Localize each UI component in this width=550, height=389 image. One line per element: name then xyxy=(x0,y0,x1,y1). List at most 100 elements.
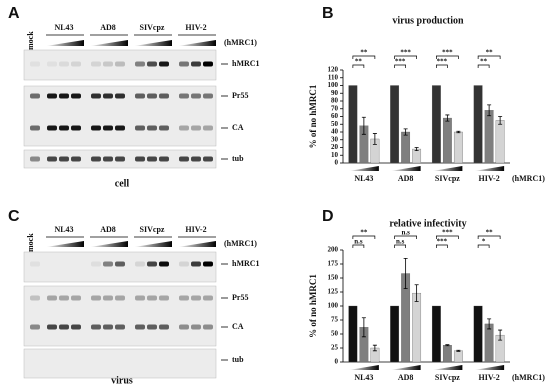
blot xyxy=(23,348,217,379)
wedge xyxy=(90,241,128,247)
significance-label: n.s xyxy=(401,229,410,237)
band xyxy=(179,93,189,99)
wedge xyxy=(474,166,505,171)
band xyxy=(135,61,145,67)
bar xyxy=(484,110,494,164)
significance-label: ** xyxy=(355,58,363,66)
band xyxy=(91,125,101,131)
band xyxy=(147,125,157,131)
error-bar xyxy=(498,116,503,125)
chart-title: relative infectivity xyxy=(389,218,466,229)
significance-label: *** xyxy=(442,49,453,57)
band xyxy=(179,156,189,162)
band xyxy=(191,156,201,162)
y-tick-label: 20 xyxy=(331,143,339,151)
band xyxy=(203,125,213,131)
panel-letter: C xyxy=(8,208,20,225)
y-tick-label: 25 xyxy=(331,344,339,352)
treatment-label: (hMRC1) xyxy=(224,239,257,248)
significance-label: ** xyxy=(486,229,494,237)
band xyxy=(103,295,113,301)
y-tick-label: 100 xyxy=(328,81,339,89)
significance-bracket xyxy=(477,64,490,68)
band-label: Pr55 xyxy=(232,293,248,302)
bar xyxy=(431,305,441,363)
error-bar xyxy=(487,104,492,117)
band xyxy=(203,93,213,99)
x-tick-label: HIV-2 xyxy=(479,174,500,183)
error-bar xyxy=(361,317,366,338)
band xyxy=(179,125,189,131)
y-tick-label: 110 xyxy=(328,73,339,81)
significance-bracket xyxy=(477,244,490,248)
bar xyxy=(473,85,483,164)
bar xyxy=(453,131,463,164)
significance-label: *** xyxy=(437,58,448,66)
significance-bracket xyxy=(352,235,376,239)
error-bar xyxy=(372,344,377,352)
band xyxy=(179,61,189,67)
y-tick-label: 90 xyxy=(331,89,339,97)
band xyxy=(115,324,125,330)
band xyxy=(159,156,169,162)
error-bar xyxy=(456,349,461,352)
group-label: HIV-2 xyxy=(185,225,206,234)
band xyxy=(135,125,145,131)
x-tick-label: HIV-2 xyxy=(479,373,500,382)
band-label: CA xyxy=(232,322,244,331)
band xyxy=(30,261,40,267)
group-label: NL43 xyxy=(54,225,73,234)
significance-bracket xyxy=(394,55,417,59)
bar xyxy=(412,292,422,363)
significance-label: *** xyxy=(442,229,453,237)
significance-label: n.s xyxy=(396,238,405,246)
significance-label: ** xyxy=(360,49,368,57)
band xyxy=(135,93,145,99)
significance-label: *** xyxy=(437,238,448,246)
y-tick-label: 30 xyxy=(331,135,339,143)
significance-label: ** xyxy=(486,49,494,57)
band xyxy=(71,156,81,162)
chart-title: virus production xyxy=(392,15,464,26)
band xyxy=(103,261,113,267)
band xyxy=(91,61,101,67)
band xyxy=(59,295,69,301)
band xyxy=(147,295,157,301)
y-tick-label: 125 xyxy=(328,288,339,296)
band xyxy=(47,156,57,162)
error-bar xyxy=(403,258,408,290)
y-tick-label: 150 xyxy=(328,274,339,282)
bar xyxy=(390,85,400,164)
band xyxy=(71,125,81,131)
band xyxy=(59,93,69,99)
y-tick-label: 10 xyxy=(331,151,339,159)
band xyxy=(179,295,189,301)
wedge xyxy=(178,241,216,247)
error-bar xyxy=(445,114,450,122)
band xyxy=(30,93,40,99)
significance-bracket xyxy=(436,235,459,239)
band xyxy=(203,295,213,301)
band-label: Pr55 xyxy=(232,91,248,100)
y-tick-label: 120 xyxy=(328,66,339,74)
band xyxy=(159,261,169,267)
band xyxy=(159,93,169,99)
band xyxy=(47,324,57,330)
band xyxy=(203,156,213,162)
band xyxy=(71,61,81,67)
y-tick-label: 75 xyxy=(331,316,339,324)
significance-label: * xyxy=(482,238,486,246)
y-axis-label: % of no hMRC1 xyxy=(308,274,318,338)
y-tick-label: 0 xyxy=(335,358,339,366)
wedge xyxy=(348,166,379,171)
bar xyxy=(412,148,422,164)
x-tick-label: SIVcpz xyxy=(435,373,460,382)
band xyxy=(103,156,113,162)
significance-label: ** xyxy=(360,229,368,237)
band xyxy=(115,261,125,267)
band xyxy=(135,156,145,162)
band xyxy=(91,156,101,162)
wedge xyxy=(474,365,505,370)
band xyxy=(103,125,113,131)
